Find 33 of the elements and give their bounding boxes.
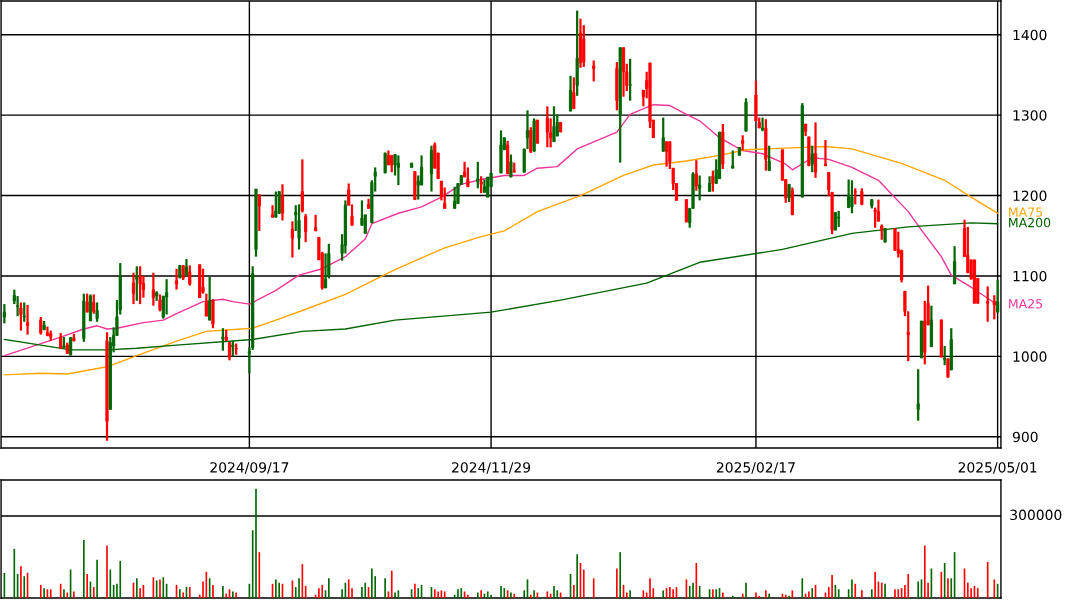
candlestick — [972, 258, 977, 305]
x-tick-label: 2024/09/17 — [210, 462, 289, 474]
candlestick — [413, 170, 417, 201]
candlestick — [628, 57, 632, 102]
candlestick — [919, 319, 924, 360]
candlestick — [535, 118, 539, 145]
candlestick — [807, 135, 811, 167]
y-tick-label: 1000 — [1013, 351, 1047, 362]
x-tick-label: 2025/05/01 — [958, 462, 1037, 474]
candlestick — [946, 357, 950, 379]
series-label: MA200 — [1009, 217, 1051, 228]
candlestick — [717, 130, 722, 180]
y-tick-label: 1300 — [1013, 110, 1047, 121]
candlestick — [198, 263, 202, 299]
candlestick — [559, 121, 563, 134]
series-label: MA75 — [1009, 207, 1043, 217]
text: 300000 — [1010, 509, 1062, 521]
candlestick — [833, 211, 837, 232]
candlestick — [883, 227, 887, 244]
candlestick — [234, 342, 238, 356]
x-tick-label: 2025/02/17 — [716, 462, 795, 474]
x-tick-label: 2024/11/29 — [452, 462, 531, 474]
candlestick — [939, 318, 943, 359]
line-series — [3, 145, 999, 376]
y-tick-label: 1100 — [1013, 270, 1047, 282]
y-tick-label: 900 — [1012, 431, 1038, 443]
y-tick-label: 1400 — [1013, 29, 1047, 41]
candlestick — [486, 175, 490, 199]
candlestick — [383, 151, 387, 175]
series-label: MA25 — [1009, 299, 1043, 309]
y-tick-label: 1200 — [1013, 190, 1047, 202]
candlestick — [22, 301, 26, 323]
candlestick — [684, 198, 688, 224]
